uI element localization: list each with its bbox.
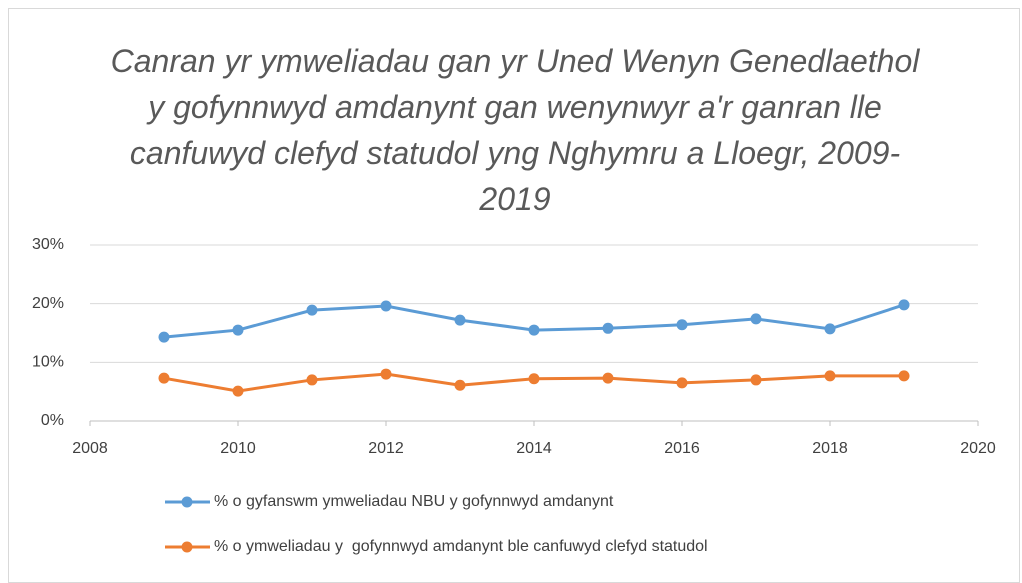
data-point bbox=[158, 372, 170, 384]
data-point bbox=[528, 324, 540, 336]
data-point bbox=[898, 370, 910, 382]
legend-label: % o gyfanswm ymweliadau NBU y gofynnwyd … bbox=[214, 493, 614, 510]
data-point bbox=[602, 322, 614, 334]
data-point bbox=[824, 370, 836, 382]
data-point bbox=[232, 324, 244, 336]
data-point bbox=[454, 314, 466, 326]
data-point bbox=[380, 300, 392, 312]
y-tick-label: 0% bbox=[41, 412, 64, 429]
data-point bbox=[676, 319, 688, 331]
data-point bbox=[602, 372, 614, 384]
data-point bbox=[380, 368, 392, 380]
data-point bbox=[306, 374, 318, 386]
data-point bbox=[676, 377, 688, 389]
y-tick-label: 30% bbox=[32, 236, 64, 253]
x-tick-label: 2020 bbox=[960, 440, 996, 457]
x-tick-label: 2016 bbox=[664, 440, 700, 457]
data-point bbox=[750, 374, 762, 386]
data-point bbox=[750, 313, 762, 325]
x-tick-label: 2008 bbox=[72, 440, 108, 457]
x-tick-label: 2010 bbox=[220, 440, 256, 457]
x-tick-label: 2018 bbox=[812, 440, 848, 457]
legend-label: % o ymweliadau y gofynnwyd amdanynt ble … bbox=[214, 538, 708, 555]
data-point bbox=[898, 299, 910, 311]
x-tick-label: 2012 bbox=[368, 440, 404, 457]
data-point bbox=[158, 331, 170, 343]
data-point bbox=[454, 379, 466, 391]
y-tick-label: 20% bbox=[32, 295, 64, 312]
x-tick-label: 2014 bbox=[516, 440, 552, 457]
data-point bbox=[824, 323, 836, 335]
data-point bbox=[306, 304, 318, 316]
data-point bbox=[528, 373, 540, 385]
legend-marker bbox=[181, 541, 193, 553]
y-tick-label: 10% bbox=[32, 354, 64, 371]
data-point bbox=[232, 385, 244, 397]
legend-marker bbox=[181, 496, 193, 508]
chart-title: Canran yr ymweliadau gan yr Uned Wenyn G… bbox=[110, 43, 920, 217]
